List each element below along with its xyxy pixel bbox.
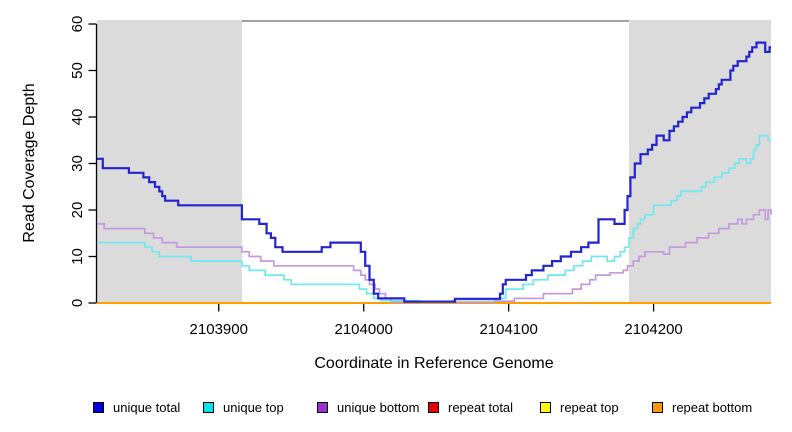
series-group	[97, 41, 772, 304]
legend-label: unique top	[223, 400, 284, 415]
x-axis-tick-label: 2104100	[479, 321, 537, 338]
y-axis-tick-label: 50	[69, 62, 86, 79]
y-axis-tick-label: 20	[69, 202, 86, 219]
legend-item-repeat-bottom: repeat bottom	[652, 400, 752, 415]
legend-item-repeat-total: repeat total	[428, 400, 513, 415]
y-axis-tick-label: 40	[69, 109, 86, 126]
legend-label: repeat bottom	[672, 400, 753, 415]
legend-item-unique-bottom: unique bottom	[317, 400, 419, 415]
y-axis-tick-label: 10	[69, 248, 86, 265]
y-axis-tick-label: 0	[69, 299, 86, 307]
legend-label: repeat total	[448, 400, 514, 415]
legend-swatch-unique-top	[203, 402, 214, 413]
legend-swatch-unique-bottom	[317, 402, 328, 413]
y-axis-title: Read Coverage Depth	[21, 83, 38, 243]
series-line-unique-bottom	[97, 209, 772, 303]
legend-label: repeat top	[560, 400, 619, 415]
x-axis-tick-label: 2103900	[190, 321, 248, 338]
legend-item-unique-total: unique total	[93, 400, 180, 415]
y-axis-tick-label: 30	[69, 155, 86, 172]
legend-label: unique total	[113, 400, 181, 415]
x-axis-tick-label: 2104200	[624, 321, 682, 338]
series-line-unique-top	[97, 134, 771, 303]
legend-label: unique bottom	[337, 400, 420, 415]
legend-item-repeat-top: repeat top	[540, 400, 619, 415]
legend-swatch-repeat-top	[540, 402, 551, 413]
series-line-unique-total	[97, 41, 771, 303]
shaded-repeat-region	[628, 20, 771, 303]
x-axis-tick-label: 2104000	[334, 321, 392, 338]
legend-swatch-repeat-bottom	[652, 402, 663, 413]
legend-swatch-repeat-total	[428, 402, 439, 413]
y-axis-tick-label: 60	[69, 16, 86, 33]
x-axis-title: Coordinate in Reference Genome	[314, 355, 554, 372]
legend-swatch-unique-total	[93, 402, 104, 413]
legend-item-unique-top: unique top	[203, 400, 284, 415]
